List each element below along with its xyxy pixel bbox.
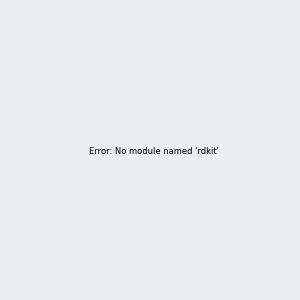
- Text: Error: No module named 'rdkit': Error: No module named 'rdkit': [89, 147, 219, 156]
